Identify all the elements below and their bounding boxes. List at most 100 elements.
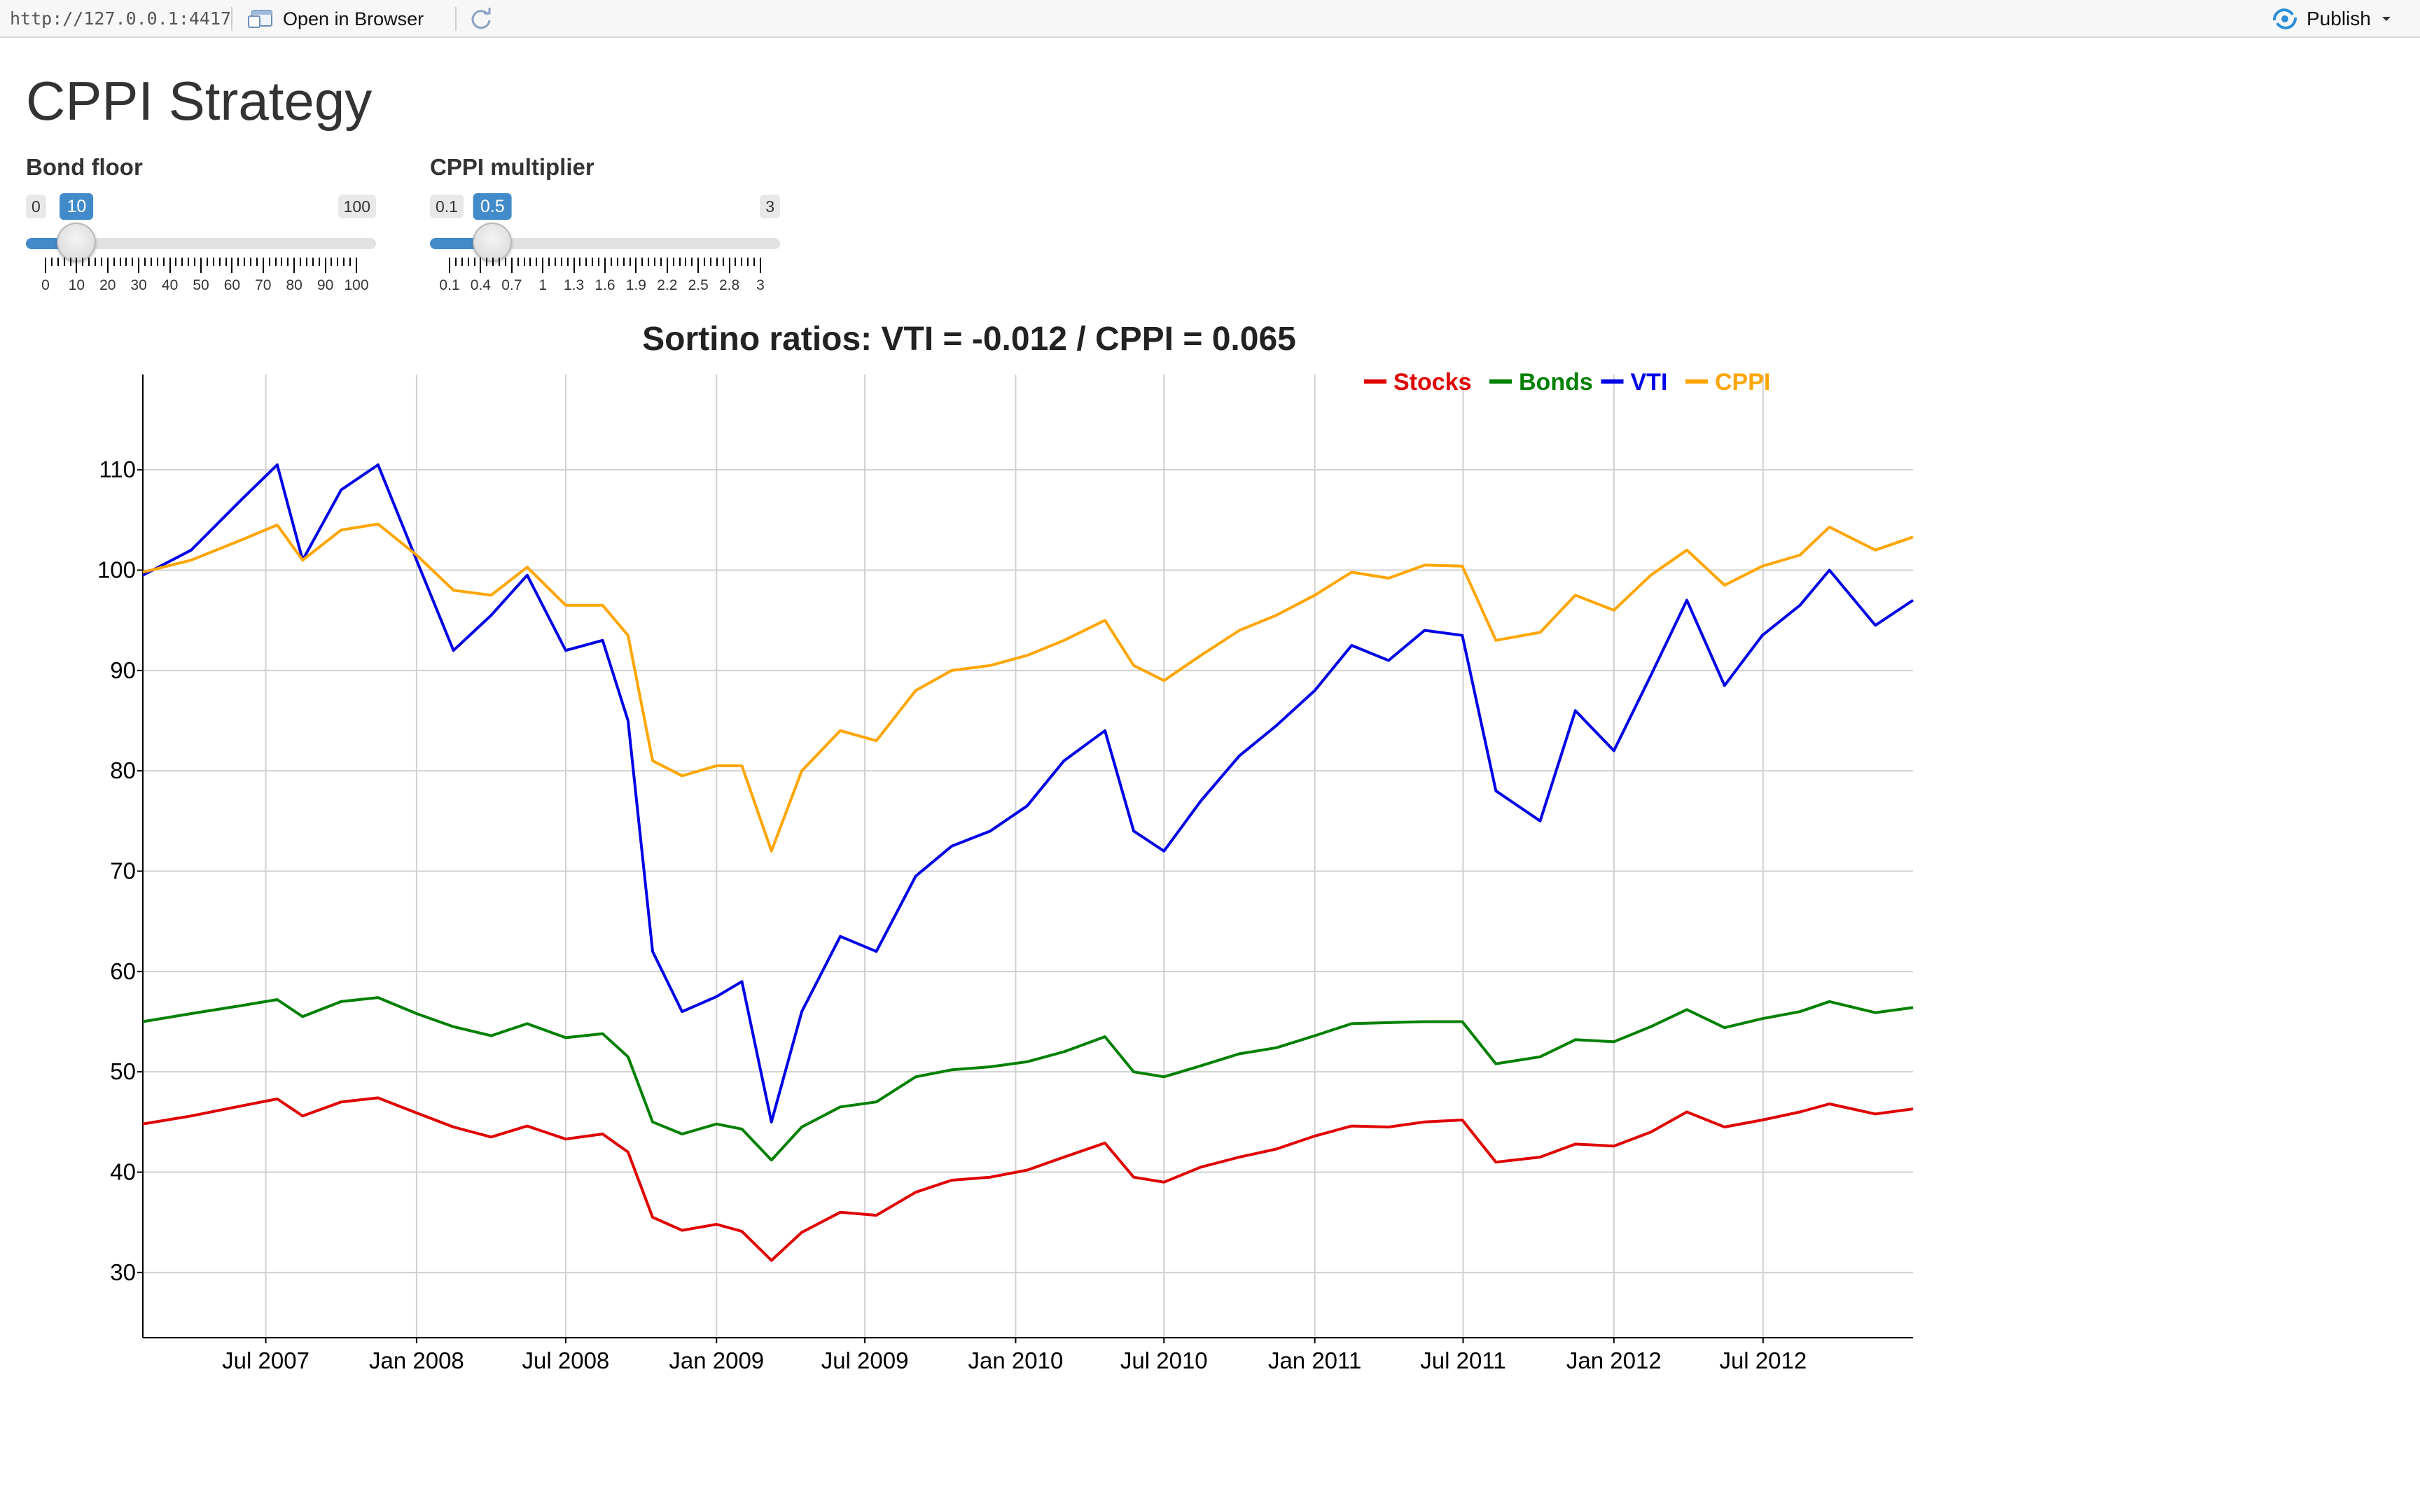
chevron-down-icon bbox=[2381, 17, 2391, 21]
slider-minor-tick bbox=[660, 258, 662, 266]
cppi-multiplier-track[interactable] bbox=[430, 238, 780, 249]
series-line-vti bbox=[142, 463, 1914, 1124]
slider-minor-tick bbox=[181, 258, 183, 266]
slider-minor-tick bbox=[554, 258, 556, 266]
slider-minor-tick bbox=[598, 258, 600, 266]
url-text: http://127.0.0.1:4417 bbox=[10, 8, 232, 29]
open-in-browser-icon bbox=[248, 10, 272, 28]
publish-label: Publish bbox=[2307, 8, 2371, 29]
slider-minor-tick bbox=[305, 258, 307, 266]
slider-minor-tick bbox=[206, 258, 208, 266]
slider-minor-tick bbox=[641, 258, 644, 266]
slider-tick-label: 1.9 bbox=[625, 277, 646, 293]
bond-floor-track[interactable] bbox=[26, 238, 376, 249]
slider-major-tick bbox=[573, 258, 575, 273]
slider-tick-label: 100 bbox=[344, 277, 369, 293]
slider-minor-tick bbox=[188, 258, 190, 266]
slider-minor-tick bbox=[672, 258, 674, 266]
cppi-multiplier-value: 0.5 bbox=[473, 193, 512, 220]
slider-minor-tick bbox=[592, 258, 594, 266]
cppi-multiplier-label: CPPI multiplier bbox=[430, 154, 594, 180]
slider-tick-label: 0 bbox=[41, 277, 50, 293]
x-tick-label: Jan 2010 bbox=[968, 1348, 1064, 1373]
refresh-icon bbox=[471, 8, 491, 29]
cppi-multiplier-min-label: 0.1 bbox=[430, 195, 464, 218]
slider-major-tick bbox=[510, 258, 513, 273]
slider-major-tick bbox=[76, 258, 78, 273]
slider-minor-tick bbox=[237, 258, 239, 266]
slider-minor-tick bbox=[113, 258, 115, 266]
slider-minor-tick bbox=[212, 258, 214, 266]
toolbar-separator bbox=[455, 7, 457, 31]
y-tick-label: 90 bbox=[110, 657, 136, 683]
bond-floor-ticks: 0 10 20 30 40 50 60 70 80 90 100 bbox=[26, 258, 376, 300]
slider-minor-tick bbox=[349, 258, 352, 266]
x-tick-label: Jul 2007 bbox=[222, 1348, 310, 1373]
chart-legend: Stocks Bonds VTI CPPI bbox=[1364, 369, 1770, 396]
chart-series bbox=[142, 463, 1914, 1262]
slider-tick-label: 10 bbox=[68, 277, 85, 293]
slider-minor-tick bbox=[119, 258, 121, 266]
slider-minor-tick bbox=[504, 258, 506, 266]
slider-minor-tick bbox=[63, 258, 65, 266]
slider-minor-tick bbox=[281, 258, 283, 266]
slider-minor-tick bbox=[473, 258, 475, 266]
chart-title: Sortino ratios: VTI = -0.012 / CPPI = 0.… bbox=[642, 322, 1296, 358]
slider-tick-label: 70 bbox=[255, 277, 272, 293]
slider-minor-tick bbox=[312, 258, 314, 266]
cppi-multiplier-slider-handle[interactable] bbox=[473, 223, 513, 262]
cppi-multiplier-slider-group: CPPI multiplier 0.1 3 0.5 0.1 0.4 0.7 1 1.3 1… bbox=[430, 151, 780, 298]
slider-minor-tick bbox=[331, 258, 333, 266]
y-tick-label: 30 bbox=[110, 1259, 136, 1285]
viewer-toolbar: http://127.0.0.1:4417 Open in Browser Pu… bbox=[0, 0, 2420, 38]
slider-minor-tick bbox=[629, 258, 631, 266]
cppi-chart: Sortino ratios: VTI = -0.012 / CPPI = 0.… bbox=[97, 322, 1914, 1373]
slider-major-tick bbox=[200, 258, 202, 273]
series-line-bonds bbox=[142, 996, 1914, 1162]
slider-minor-tick bbox=[709, 258, 711, 266]
slider-minor-tick bbox=[467, 258, 469, 266]
slider-minor-tick bbox=[461, 258, 463, 266]
slider-minor-tick bbox=[741, 258, 743, 266]
publish-button[interactable]: Publish bbox=[2272, 4, 2392, 34]
slider-tick-label: 1.3 bbox=[563, 277, 585, 293]
slider-tick-label: 3 bbox=[756, 277, 765, 293]
y-tick-label: 70 bbox=[110, 858, 136, 884]
refresh-button[interactable] bbox=[468, 6, 494, 32]
open-in-browser-label: Open in Browser bbox=[283, 8, 424, 29]
slider-minor-tick bbox=[716, 258, 718, 266]
open-in-browser-button[interactable]: Open in Browser bbox=[248, 6, 424, 32]
y-tick-label: 60 bbox=[110, 958, 136, 984]
slider-tick-label: 0.1 bbox=[439, 277, 460, 293]
slider-minor-tick bbox=[560, 258, 562, 266]
slider-tick-label: 1 bbox=[538, 277, 548, 293]
slider-minor-tick bbox=[125, 258, 127, 266]
slider-minor-tick bbox=[679, 258, 681, 266]
slider-major-tick bbox=[542, 258, 544, 273]
x-tick-label: Jul 2010 bbox=[1120, 1348, 1208, 1373]
slider-major-tick bbox=[666, 258, 668, 273]
slider-minor-tick bbox=[82, 258, 84, 266]
series-line-stocks bbox=[142, 1096, 1914, 1262]
slider-minor-tick bbox=[318, 258, 320, 266]
slider-minor-tick bbox=[722, 258, 724, 266]
slider-tick-label: 30 bbox=[130, 277, 147, 293]
slider-minor-tick bbox=[529, 258, 531, 266]
slider-minor-tick bbox=[287, 258, 289, 266]
y-tick-label: 80 bbox=[110, 757, 136, 783]
slider-minor-tick bbox=[95, 258, 97, 266]
slider-major-tick bbox=[356, 258, 357, 273]
slider-minor-tick bbox=[685, 258, 687, 266]
slider-minor-tick bbox=[585, 258, 587, 266]
slider-minor-tick bbox=[492, 258, 494, 266]
slider-tick-label: 60 bbox=[223, 277, 241, 293]
legend-label-stocks: Stocks bbox=[1393, 369, 1472, 396]
slider-tick-label: 20 bbox=[99, 277, 116, 293]
slider-tick-label: 2.8 bbox=[718, 277, 740, 293]
slider-minor-tick bbox=[579, 258, 581, 266]
bond-floor-label: Bond floor bbox=[26, 154, 143, 180]
slider-minor-tick bbox=[256, 258, 258, 266]
slider-minor-tick bbox=[536, 258, 538, 266]
page-title: CPPI Strategy bbox=[26, 70, 373, 132]
bond-floor-slider-handle[interactable] bbox=[57, 223, 97, 262]
